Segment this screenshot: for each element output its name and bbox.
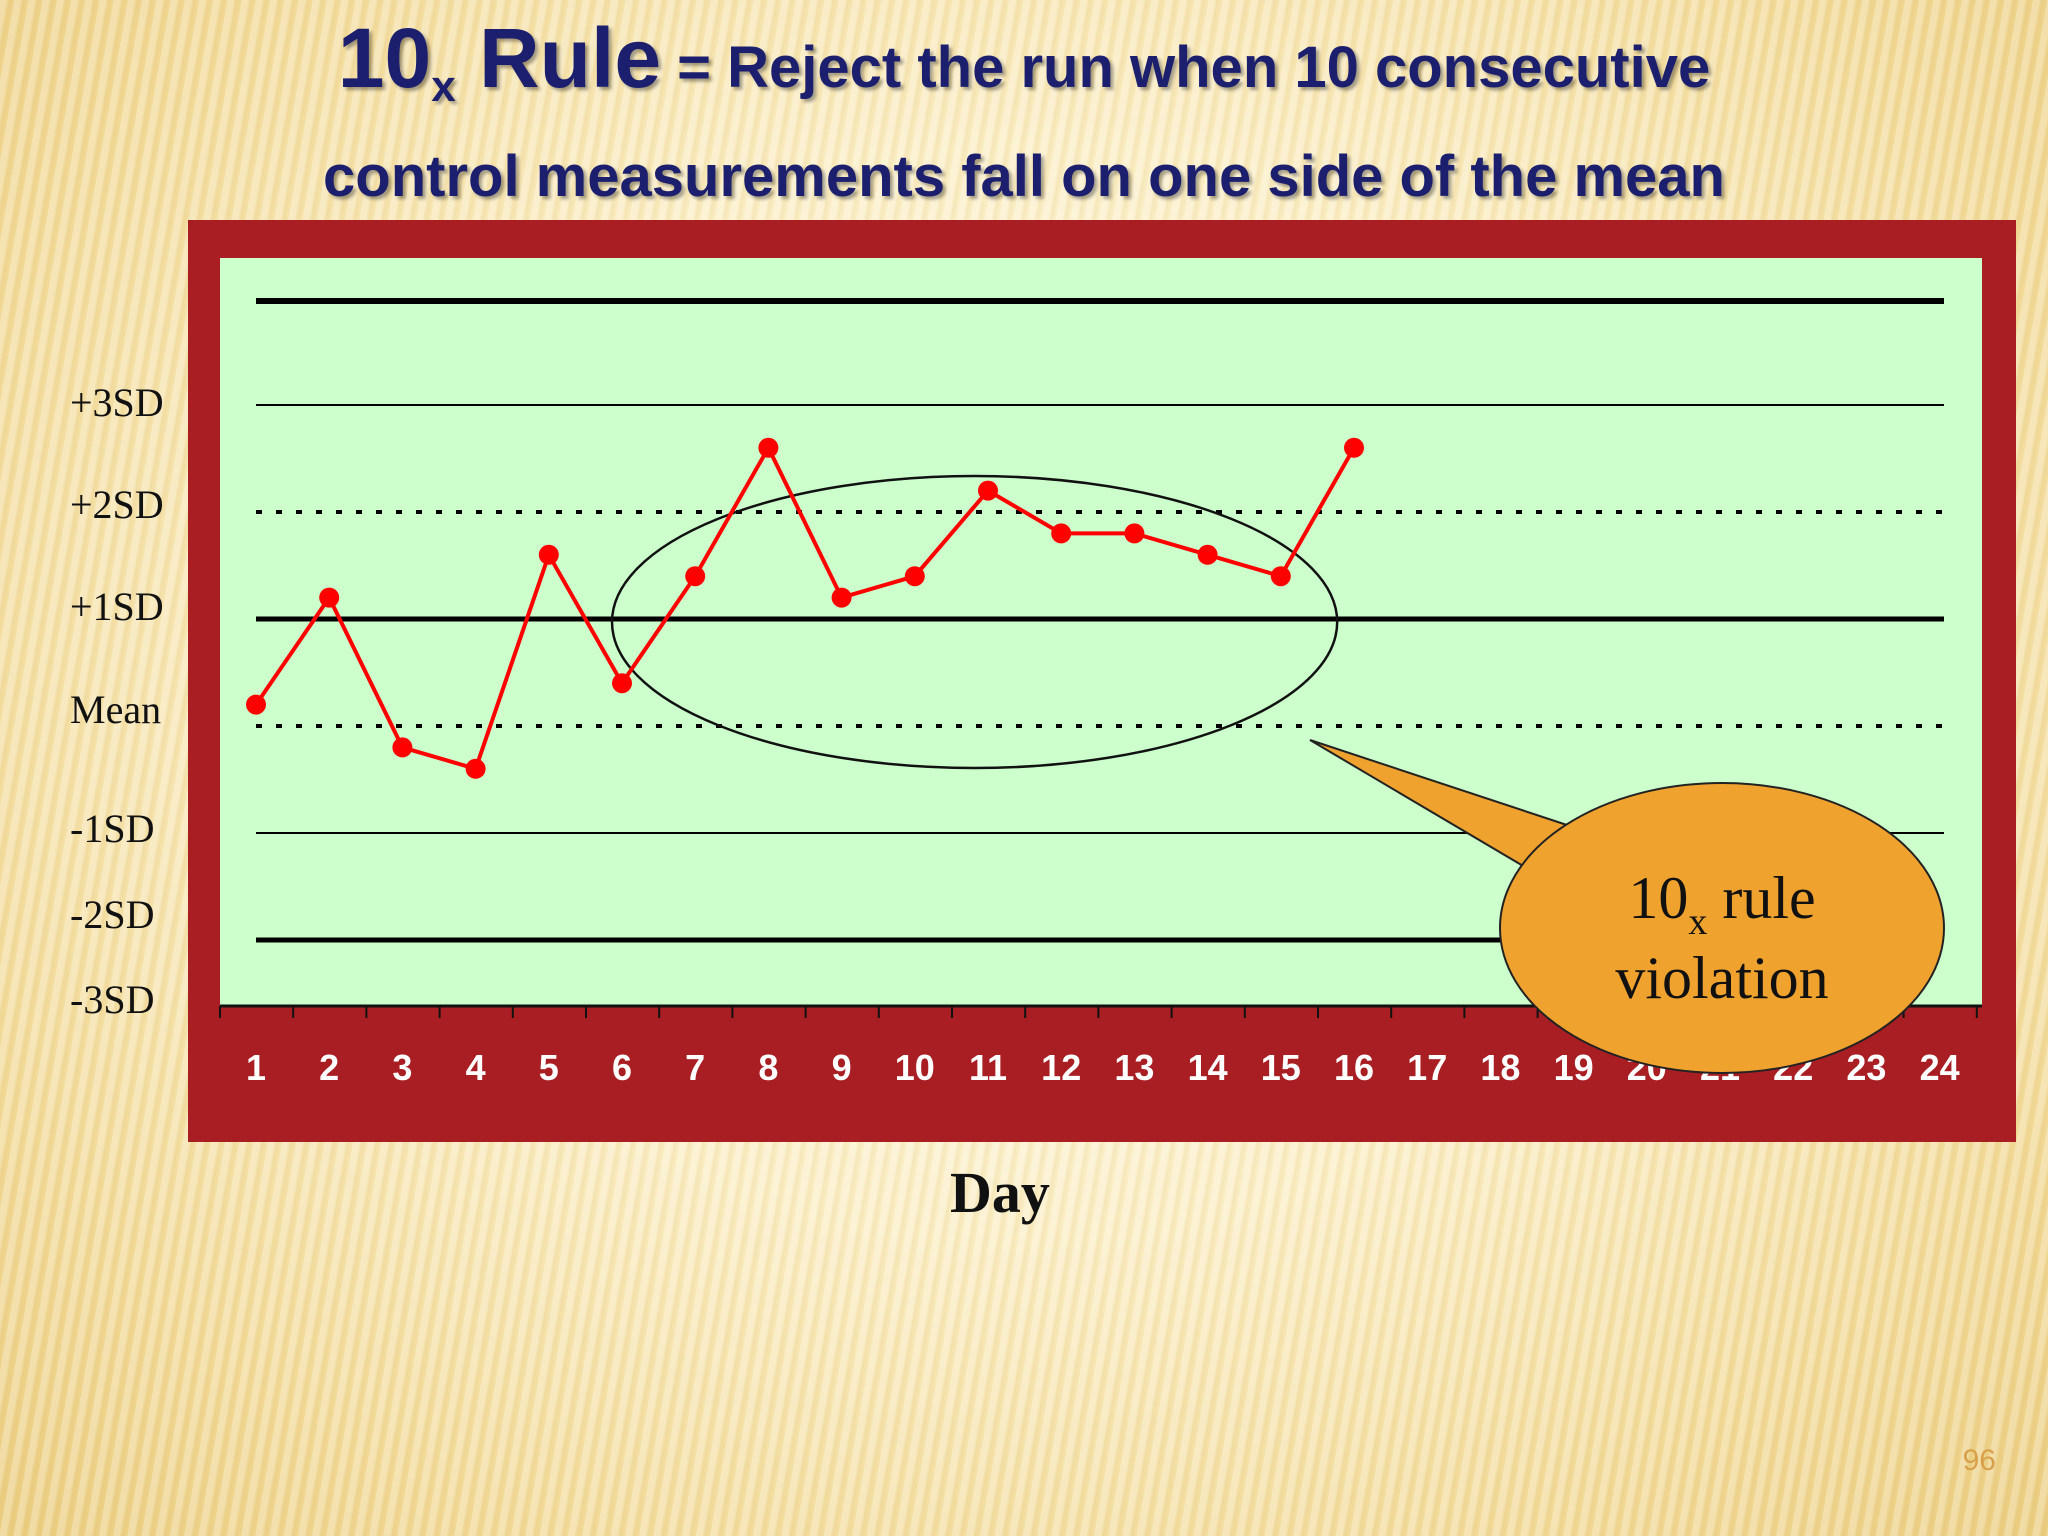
slide-title: 10x Rule = Reject the run when 10 consec…	[0, 8, 2048, 217]
violation-ellipse	[610, 474, 1339, 770]
data-point	[1344, 437, 1364, 458]
x-tick-labels: 123456789101112131415161718192021222324	[246, 1047, 1960, 1088]
data-point	[1124, 523, 1145, 544]
callout-bubble	[1499, 782, 1945, 1074]
x-tick-label: 12	[1041, 1047, 1081, 1088]
x-tick-label: 10	[895, 1047, 935, 1088]
rule-number: 10	[337, 11, 432, 105]
y-label: -2SD	[70, 892, 154, 937]
data-point	[392, 737, 413, 758]
x-tick-label: 8	[758, 1047, 778, 1088]
series-line	[254, 443, 1356, 772]
control-series	[246, 437, 1364, 779]
x-tick-label: 23	[1846, 1047, 1886, 1088]
x-tick-label: 15	[1261, 1047, 1301, 1088]
data-point	[978, 480, 998, 501]
data-point	[246, 694, 266, 715]
y-axis-labels: +3SD +2SD +1SD Mean -1SD -2SD -3SD	[70, 380, 164, 1022]
x-tick-label: 19	[1554, 1047, 1594, 1088]
x-tick-label: 6	[612, 1047, 632, 1088]
rule-word: Rule	[479, 11, 662, 105]
x-tick-label: 16	[1334, 1047, 1374, 1088]
x-tick-label: 5	[539, 1047, 559, 1088]
x-tick-label: 18	[1480, 1047, 1520, 1088]
data-point	[685, 566, 706, 587]
data-point	[612, 673, 632, 694]
y-label: +3SD	[70, 380, 164, 425]
data-point	[758, 437, 779, 458]
data-point	[538, 544, 559, 565]
callout-line-1: 10x rule	[1628, 865, 1815, 943]
x-tick-label: 4	[466, 1047, 486, 1088]
rule-name: 10x Rule	[337, 11, 662, 111]
y-label: +2SD	[70, 482, 164, 527]
y-label: -3SD	[70, 977, 154, 1022]
data-point	[319, 587, 340, 608]
title-line-1: 10x Rule = Reject the run when 10 consec…	[0, 8, 2048, 137]
title-line-2: control measurements fall on one side of…	[323, 144, 1725, 209]
title-rest: = Reject the run when 10 consecutive	[677, 35, 1711, 100]
rule-subscript: x	[431, 62, 456, 111]
callout-line-2: violation	[1615, 945, 1828, 1011]
x-tick-label: 17	[1407, 1047, 1447, 1088]
y-label: Mean	[70, 687, 161, 732]
x-tick-label: 1	[246, 1047, 266, 1088]
x-tick-label: 9	[832, 1047, 852, 1088]
callout-seam	[1530, 830, 1574, 866]
data-point	[831, 587, 852, 608]
data-point	[904, 566, 925, 587]
data-point	[465, 758, 486, 779]
x-tick-label: 14	[1188, 1047, 1228, 1088]
x-axis-title: Day	[950, 1160, 1050, 1225]
data-point	[1197, 544, 1218, 565]
x-tick-label: 13	[1114, 1047, 1154, 1088]
y-label: +1SD	[70, 584, 164, 629]
x-tick-label: 11	[969, 1047, 1007, 1088]
x-tick-label: 7	[685, 1047, 705, 1088]
x-tick-label: 3	[392, 1047, 412, 1088]
x-tick-label: 2	[319, 1047, 339, 1088]
data-point	[1051, 523, 1072, 544]
data-point	[1270, 566, 1291, 587]
violation-callout: 10x rule violation	[1309, 739, 1945, 1074]
slide-number: 96	[1962, 1444, 1996, 1477]
y-label: -1SD	[70, 806, 154, 851]
x-tick-label: 24	[1920, 1047, 1960, 1088]
